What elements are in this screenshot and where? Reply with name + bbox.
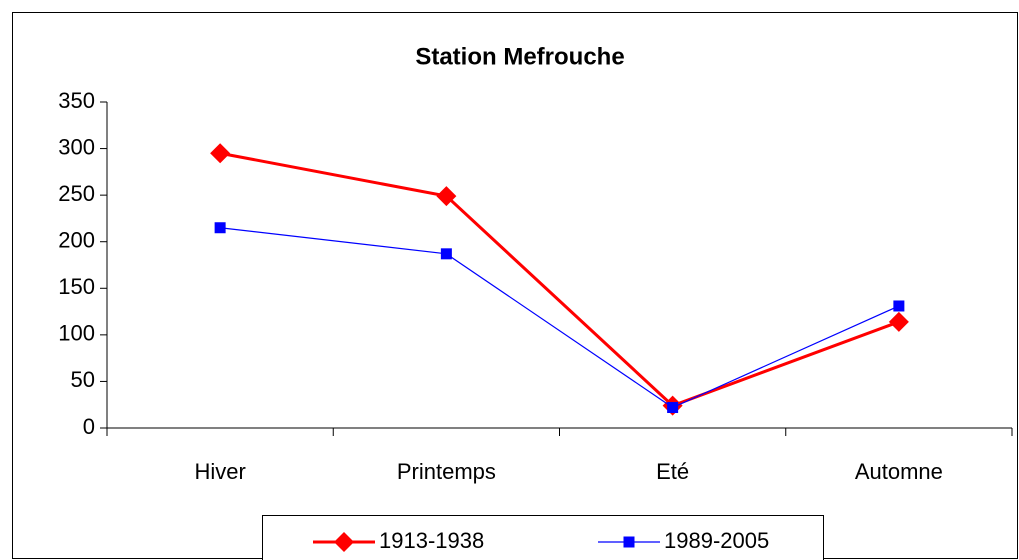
marker <box>436 186 457 207</box>
series-line <box>219 151 900 408</box>
y-tick-label: 300 <box>58 134 95 159</box>
x-tick-label: Hiver <box>194 459 245 484</box>
legend <box>262 515 824 560</box>
chart-frame <box>12 12 1018 559</box>
y-tick-label: 200 <box>58 228 95 253</box>
x-tick-label: Printemps <box>397 459 496 484</box>
marker <box>888 311 909 332</box>
marker <box>667 402 679 414</box>
chart-title: Station Mefrouche <box>415 43 624 70</box>
y-tick-label: 350 <box>58 88 95 113</box>
x-tick-label: Automne <box>855 459 943 484</box>
legend-label: 1913-1938 <box>379 528 484 553</box>
y-tick-label: 100 <box>58 321 95 346</box>
marker <box>210 143 231 164</box>
series-line <box>220 227 900 409</box>
marker <box>623 536 635 548</box>
marker <box>334 532 354 552</box>
y-tick-label: 0 <box>83 414 95 439</box>
legend-label: 1989-2005 <box>664 528 769 553</box>
y-tick-label: 50 <box>71 367 95 392</box>
marker <box>893 300 905 312</box>
marker <box>440 248 452 260</box>
marker <box>214 222 226 234</box>
y-tick-label: 150 <box>58 274 95 299</box>
x-tick-label: Eté <box>656 459 689 484</box>
y-tick-label: 250 <box>58 181 95 206</box>
